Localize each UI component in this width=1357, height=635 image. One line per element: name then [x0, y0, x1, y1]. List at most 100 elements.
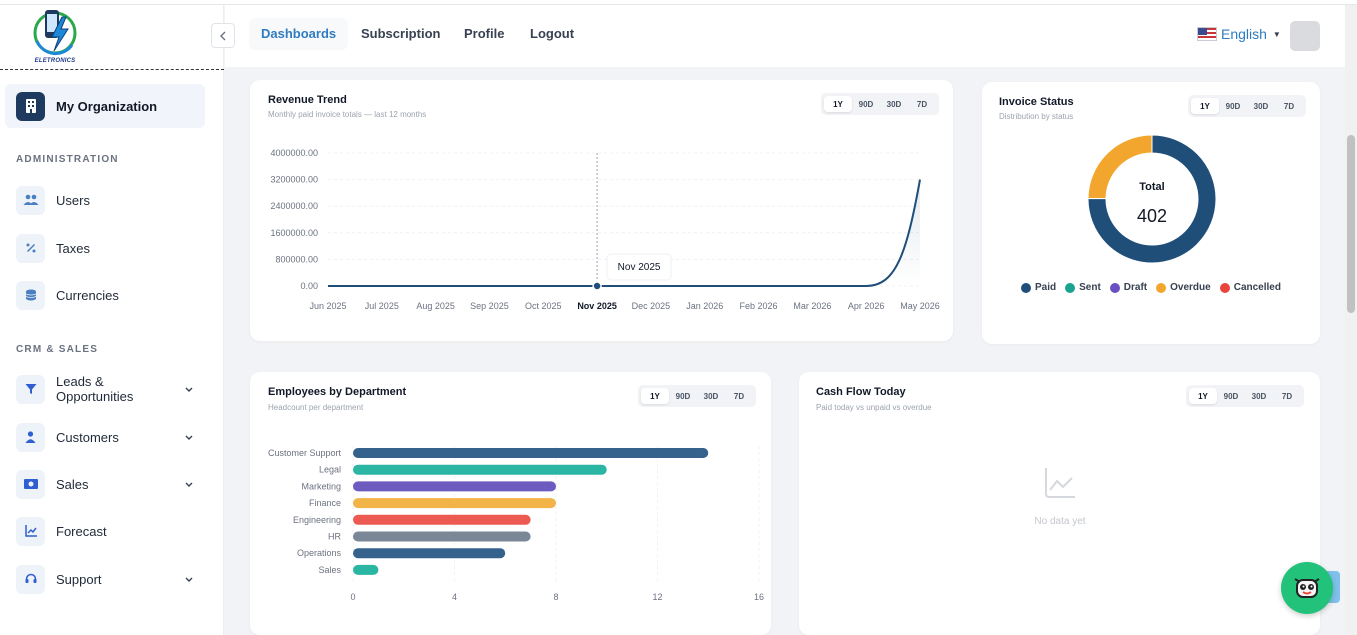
range-90d[interactable]: 90D: [1223, 391, 1239, 401]
chatbot-button[interactable]: [1281, 562, 1333, 614]
bar-marketing: [353, 481, 556, 492]
x-tick-label: Oct 2025: [525, 301, 562, 311]
tooltip-box: [606, 253, 672, 281]
range-7d[interactable]: 7D: [1281, 391, 1293, 401]
range-30d[interactable]: 30D: [886, 99, 902, 109]
language-selector[interactable]: English ▼: [1197, 26, 1281, 42]
tooltip-text: Nov 2025: [618, 262, 661, 273]
revenue-point: [592, 281, 602, 291]
sidebar-item-label: Support: [56, 571, 102, 587]
y-tick-label: 2400000.00: [270, 201, 318, 211]
legend-item-paid[interactable]: Paid: [1021, 282, 1056, 293]
sidebar-item-forecast[interactable]: Forecast: [16, 516, 206, 546]
range-90d[interactable]: 90D: [858, 99, 874, 109]
legend-item-draft[interactable]: Draft: [1109, 282, 1147, 293]
bar-hr: [353, 531, 531, 542]
range-1y[interactable]: 1Y: [1191, 98, 1219, 114]
sidebar: ELETRONICS My Organization ADMINISTRATIO…: [0, 5, 224, 635]
y-category-label: Engineering: [293, 515, 341, 525]
donut-slice-paid: [1087, 134, 1217, 264]
range-30d[interactable]: 30D: [1253, 101, 1269, 111]
range-90d[interactable]: 90D: [1225, 101, 1241, 111]
my-organization-item[interactable]: My Organization: [5, 84, 205, 128]
tab-subscription[interactable]: Subscription: [361, 25, 441, 41]
sidebar-item-support[interactable]: Support: [16, 564, 206, 594]
x-tick-label: Dec 2025: [632, 301, 671, 311]
sidebar-item-label: Customers: [56, 429, 119, 445]
brand-logo[interactable]: ELETRONICS: [28, 7, 82, 65]
chevron-left-icon: [220, 31, 226, 40]
collapse-sidebar-button[interactable]: [211, 23, 235, 48]
y-tick-label: 0.00: [300, 281, 318, 291]
chevron-down-icon[interactable]: [182, 572, 196, 586]
sidebar-item-label: Users: [56, 192, 90, 208]
range-1y[interactable]: 1Y: [824, 96, 852, 112]
percent-icon: [16, 233, 45, 263]
range-30d[interactable]: 30D: [1251, 391, 1267, 401]
revenue-line-chart: 4000000.00 3200000.00 2400000.00 1600000.00…: [270, 148, 939, 311]
cash-flow-card: Cash Flow Today Paid today vs unpaid vs …: [799, 372, 1320, 635]
chevron-down-icon[interactable]: [182, 477, 196, 491]
range-90d[interactable]: 90D: [675, 391, 691, 401]
range-30d[interactable]: 30D: [703, 391, 719, 401]
range-selector: 1Y 90D 30D 7D: [638, 385, 756, 407]
invoice-status-card: Invoice Status Distribution by status 1Y…: [982, 82, 1320, 344]
range-selector: 1Y 90D 30D 7D: [821, 93, 939, 115]
bar-finance: [353, 498, 556, 509]
x-tick-label: 16: [754, 592, 764, 602]
legend-dot: [1219, 282, 1230, 293]
user-icon: [16, 422, 45, 452]
caret-down-icon: ▼: [1272, 29, 1281, 39]
y-category-label: Operations: [297, 548, 342, 558]
no-data-text: No data yet: [1034, 516, 1086, 527]
language-label: English: [1221, 26, 1267, 42]
range-1y[interactable]: 1Y: [641, 388, 669, 404]
org-label: My Organization: [56, 98, 158, 114]
bar-sales: [353, 564, 379, 575]
top-border: [0, 0, 1357, 5]
chevron-down-icon[interactable]: [182, 430, 196, 444]
range-7d[interactable]: 7D: [1283, 101, 1295, 111]
employees-bar-chart: 0 4 8 12 16 Customer Support Legal Marketing Fin…: [268, 446, 764, 602]
sidebar-item-label: Leads & Opportunities: [56, 374, 134, 404]
range-7d[interactable]: 7D: [916, 99, 928, 109]
bar-customer-support: [353, 448, 709, 458]
donut-total-label: Total: [1139, 181, 1164, 193]
x-tick-label: 0: [350, 592, 355, 602]
legend-label: Sent: [1079, 282, 1101, 293]
x-tick-label: Aug 2025: [416, 301, 455, 311]
x-tick-label: Jul 2025: [365, 301, 399, 311]
section-administration: ADMINISTRATION: [16, 154, 119, 165]
y-category-label: HR: [328, 532, 341, 542]
sidebar-item-taxes[interactable]: Taxes: [16, 233, 206, 263]
legend-label: Overdue: [1170, 282, 1211, 293]
range-7d[interactable]: 7D: [733, 391, 745, 401]
tab-profile[interactable]: Profile: [464, 25, 505, 41]
legend-item-cancelled[interactable]: Cancelled: [1219, 282, 1281, 293]
headset-icon: [16, 564, 45, 594]
avatar[interactable]: [1290, 21, 1320, 51]
sidebar-item-currencies[interactable]: Currencies: [16, 280, 206, 310]
card-subtitle: Distribution by status: [999, 112, 1074, 121]
x-tick-label: Feb 2026: [740, 301, 778, 311]
sidebar-item-customers[interactable]: Customers: [16, 422, 206, 452]
bar-engineering: [353, 514, 531, 525]
sidebar-item-sales[interactable]: Sales: [16, 469, 206, 499]
x-tick-label: 8: [553, 592, 558, 602]
sidebar-item-users[interactable]: Users: [16, 185, 206, 215]
chevron-down-icon[interactable]: [182, 382, 196, 396]
page-scrollbar[interactable]: [1345, 5, 1357, 635]
range-1y[interactable]: 1Y: [1189, 388, 1217, 404]
empty-chart-icon: [1045, 468, 1075, 498]
y-category-label: Legal: [319, 465, 341, 475]
sidebar-item-leads[interactable]: Leads & Opportunities: [16, 374, 206, 404]
x-tick-label: Jan 2026: [686, 301, 723, 311]
legend-dot: [1021, 282, 1031, 293]
sidebar-item-label: Currencies: [56, 287, 119, 303]
legend-item-sent[interactable]: Sent: [1065, 282, 1101, 293]
tab-dashboards[interactable]: Dashboards: [250, 18, 348, 48]
donut-total-value: 402: [1137, 206, 1167, 226]
scrollbar-thumb[interactable]: [1347, 135, 1355, 313]
tab-logout[interactable]: Logout: [530, 25, 575, 41]
legend-item-overdue[interactable]: Overdue: [1156, 282, 1211, 293]
